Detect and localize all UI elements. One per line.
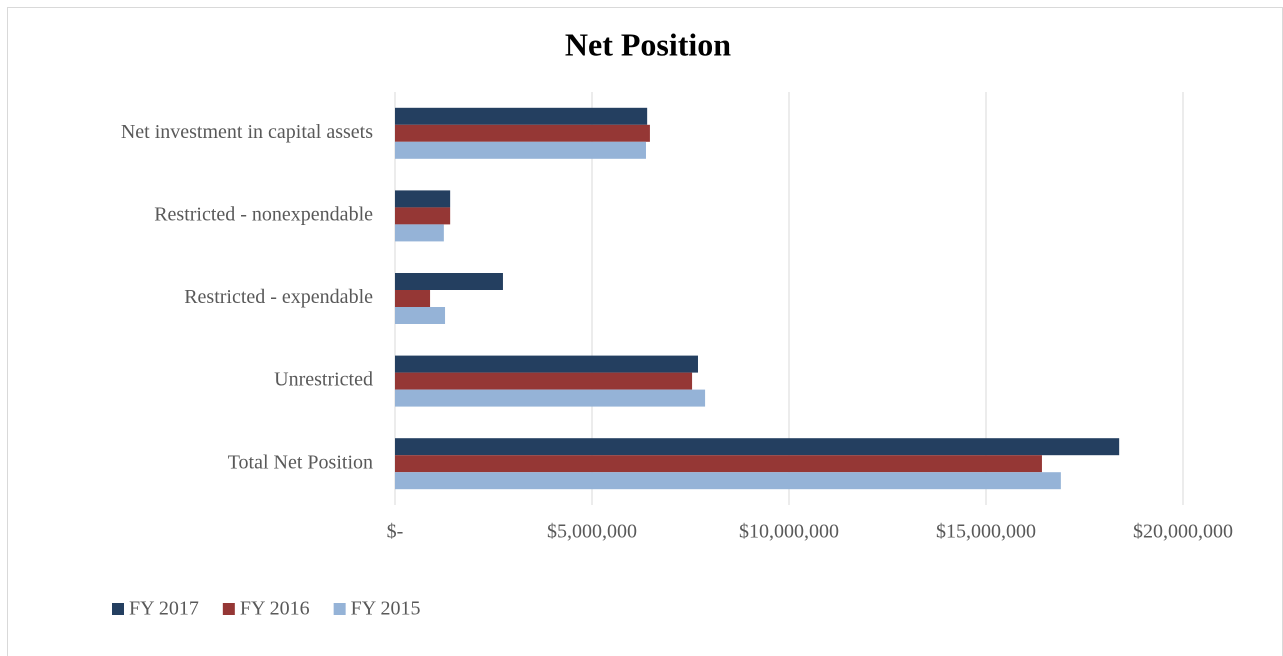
bar	[395, 472, 1061, 490]
bar	[395, 355, 698, 373]
x-tick-label: $10,000,000	[739, 521, 839, 543]
legend-swatch	[112, 603, 124, 615]
y-tick-label: Net investment in capital assets	[121, 121, 373, 143]
legend-label: FY 2017	[129, 598, 199, 620]
bar	[395, 224, 444, 242]
bar	[395, 207, 451, 225]
bar	[395, 273, 503, 290]
y-tick-label: Restricted - nonexpendable	[154, 203, 373, 225]
chart-border	[7, 7, 1283, 656]
x-tick-label: $20,000,000	[1133, 521, 1233, 543]
bar	[395, 372, 693, 390]
bar	[395, 307, 446, 324]
bar	[395, 107, 648, 125]
bar	[395, 455, 1042, 473]
bar	[395, 389, 706, 407]
legend-label: FY 2016	[240, 598, 310, 620]
bar	[395, 438, 1120, 456]
x-tick-label: $-	[387, 521, 404, 543]
x-tick-label: $15,000,000	[936, 521, 1036, 543]
y-tick-label: Restricted - expendable	[184, 286, 373, 308]
legend-label: FY 2015	[351, 598, 421, 620]
y-tick-label: Total Net Position	[228, 451, 373, 473]
x-tick-label: $5,000,000	[547, 521, 637, 543]
legend-swatch	[333, 603, 346, 615]
chart-title: Net Position	[565, 26, 731, 62]
bar	[395, 124, 650, 142]
y-tick-label: Unrestricted	[274, 369, 373, 391]
bar	[395, 290, 431, 307]
bar	[395, 141, 646, 159]
legend-swatch	[222, 603, 235, 615]
bar	[395, 190, 451, 208]
